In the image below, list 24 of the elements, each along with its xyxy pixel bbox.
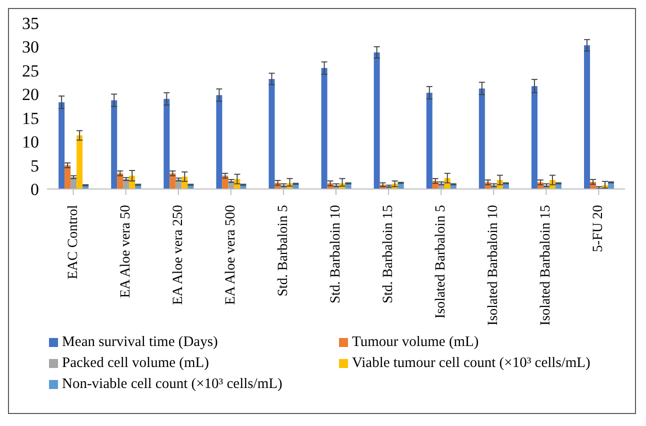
x-tick-label: Std. Barbaloin 10 [328,205,344,304]
x-tick-label: Isolated Barbaloin 5 [434,205,449,319]
x-tick-label: EA Aloe vera 500 [223,205,238,305]
y-tick-label: 5 [30,156,39,176]
x-tick-label: EAC Control [66,204,81,280]
y-tick-label: 20 [22,85,39,104]
y-tick-label: 25 [22,61,39,80]
y-tick-label: 10 [22,132,39,152]
legend-label: Non-viable cell count (×10³ cells/mL) [62,376,282,393]
y-tick-label: 0 [30,180,39,200]
y-tick-label: 15 [22,108,39,128]
y-tick-label: 35 [22,14,39,34]
x-tick-label: Isolated Barbaloin 15 [538,205,554,326]
legend-label: Viable tumour cell count (×10³ cells/mL) [352,355,590,372]
x-tick-label: Std. Barbaloin 15 [381,205,396,304]
legend-label: Mean survival time (Days) [62,334,218,351]
x-tick-label: 5-FU 20 [591,205,606,252]
x-tick-label: EA Aloe vera 50 [118,205,134,298]
x-tick-label: Std. Barbaloin 5 [276,205,291,296]
x-tick-label: Isolated Barbaloin 10 [486,205,502,326]
legend-label: Packed cell volume (mL) [62,355,209,372]
legend-label: Tumour volume (mL) [352,334,479,351]
x-tick-label: EA Aloe vera 250 [170,205,186,305]
y-tick-label: 30 [22,38,39,57]
